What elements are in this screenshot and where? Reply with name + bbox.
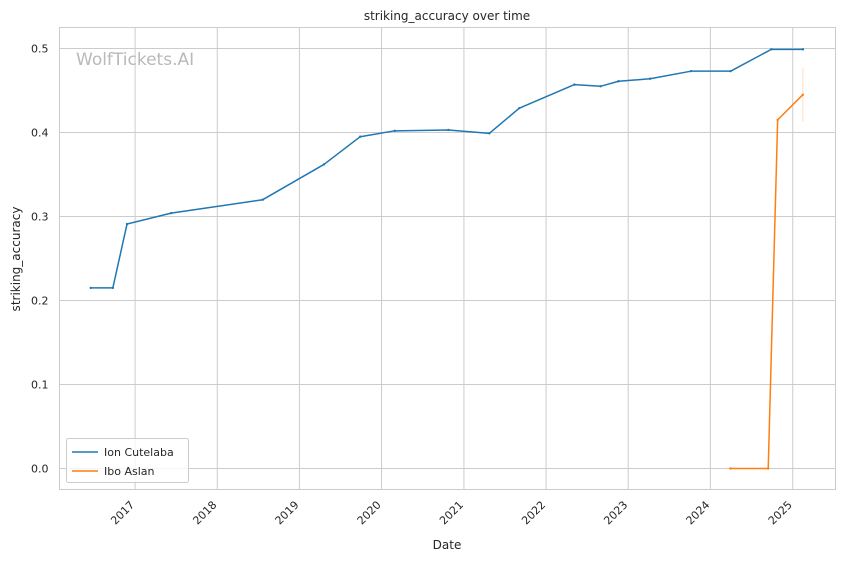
y-tick-labels: 0.0 0.1 0.2 0.3 0.4 0.5 bbox=[31, 43, 49, 476]
series-line-ibo-aslan bbox=[729, 93, 804, 470]
watermark: WolfTickets.AI bbox=[76, 50, 194, 70]
plot-area bbox=[59, 27, 836, 490]
data-point-ion-cutelaba bbox=[599, 85, 602, 88]
data-point-ion-cutelaba bbox=[770, 48, 773, 51]
data-point-ion-cutelaba bbox=[617, 80, 620, 83]
x-tick-label: 2020 bbox=[355, 498, 384, 527]
y-tick-label: 0.0 bbox=[31, 463, 49, 476]
data-point-ibo-aslan bbox=[767, 467, 770, 470]
data-point-ibo-aslan bbox=[776, 118, 779, 122]
legend-label-ibo-aslan: Ibo Aslan bbox=[104, 465, 155, 478]
data-point-ion-cutelaba bbox=[648, 77, 652, 80]
legend-label-ion-cutelaba: Ion Cutelaba bbox=[104, 446, 174, 459]
x-tick-label: 2021 bbox=[437, 498, 466, 527]
y-tick-label: 0.2 bbox=[31, 295, 49, 308]
data-point-ion-cutelaba bbox=[573, 83, 576, 86]
y-tick-label: 0.5 bbox=[31, 43, 49, 56]
data-point-ion-cutelaba bbox=[169, 211, 173, 215]
data-point-ion-cutelaba bbox=[801, 48, 805, 51]
x-tick-label: 2025 bbox=[766, 498, 795, 527]
y-tick-label: 0.1 bbox=[31, 379, 49, 392]
x-tick-label: 2017 bbox=[108, 498, 137, 527]
x-tick-labels: 2017 2018 2019 2020 2021 2022 2023 2024 2025 bbox=[108, 498, 795, 527]
data-point-ion-cutelaba bbox=[322, 163, 326, 166]
x-tick-label: 2023 bbox=[601, 498, 630, 527]
data-point-ibo-aslan bbox=[801, 93, 805, 96]
data-point-ion-cutelaba bbox=[689, 69, 693, 73]
data-point-ibo-aslan bbox=[729, 467, 732, 470]
data-point-ion-cutelaba bbox=[358, 135, 362, 138]
legend: Ion Cutelaba Ibo Aslan bbox=[66, 438, 189, 483]
data-point-ion-cutelaba bbox=[488, 132, 491, 135]
data-point-ion-cutelaba bbox=[125, 222, 129, 226]
x-axis-label: Date bbox=[433, 538, 462, 552]
x-tick-label: 2019 bbox=[273, 498, 302, 527]
data-point-ion-cutelaba bbox=[729, 69, 732, 73]
data-point-ion-cutelaba bbox=[89, 286, 92, 290]
y-axis-label: striking_accuracy bbox=[9, 207, 23, 312]
data-point-ion-cutelaba bbox=[261, 198, 264, 201]
x-tick-label: 2024 bbox=[683, 498, 712, 527]
grid bbox=[59, 27, 836, 490]
y-tick-label: 0.4 bbox=[31, 127, 49, 140]
y-tick-label: 0.3 bbox=[31, 211, 49, 224]
chart-title: striking_accuracy over time bbox=[364, 9, 530, 23]
data-point-ion-cutelaba bbox=[518, 106, 521, 110]
data-point-ion-cutelaba bbox=[447, 128, 450, 132]
data-point-ion-cutelaba bbox=[393, 129, 397, 133]
x-tick-label: 2022 bbox=[519, 498, 548, 527]
data-point-ion-cutelaba bbox=[111, 286, 115, 290]
series-layer bbox=[89, 48, 805, 470]
x-tick-label: 2018 bbox=[190, 498, 219, 527]
